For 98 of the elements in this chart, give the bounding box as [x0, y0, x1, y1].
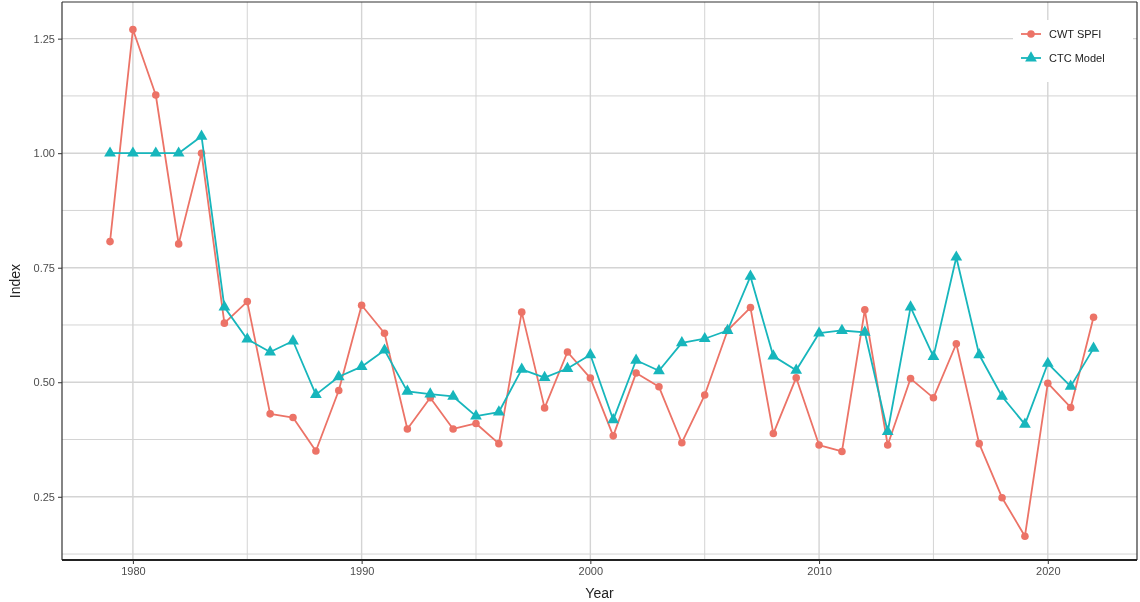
point: [312, 447, 320, 455]
point: [698, 331, 711, 343]
point: [104, 146, 116, 157]
point: [310, 387, 322, 399]
point: [151, 91, 160, 99]
x-tick-label: 2000: [578, 564, 604, 577]
point: [492, 405, 505, 416]
point: [861, 306, 869, 314]
point: [472, 419, 480, 428]
y-tick-label: 1.00: [33, 147, 55, 160]
point: [149, 146, 162, 157]
point: [792, 373, 800, 382]
point: [858, 325, 871, 336]
point: [378, 343, 391, 354]
point: [241, 332, 254, 343]
point: [403, 425, 412, 433]
point: [266, 410, 274, 418]
x-tick-label: 2010: [807, 564, 832, 577]
y-tick-label: 0.25: [33, 490, 55, 503]
point: [1064, 379, 1077, 390]
point: [538, 370, 551, 382]
point: [700, 391, 709, 399]
point: [127, 146, 139, 157]
point: [470, 409, 482, 420]
point: [287, 334, 299, 345]
point: [609, 432, 618, 440]
point: [355, 359, 368, 371]
point: [883, 441, 892, 449]
point: [1089, 313, 1098, 321]
point: [1066, 403, 1075, 412]
point: [495, 439, 503, 448]
x-axis-title: Year: [585, 585, 614, 601]
point: [517, 308, 526, 316]
point: [129, 25, 137, 34]
point: [815, 441, 823, 449]
point: [334, 386, 343, 395]
x-tick-label: 1980: [121, 564, 146, 577]
point: [1087, 341, 1100, 352]
point: [838, 447, 846, 456]
point: [744, 269, 757, 280]
point: [561, 361, 574, 372]
point: [607, 413, 620, 424]
point: [515, 362, 528, 373]
point: [813, 326, 825, 337]
point: [106, 237, 114, 246]
point: [584, 347, 597, 359]
point: [586, 374, 595, 382]
point: [563, 348, 572, 356]
point: [630, 353, 642, 364]
point: [973, 347, 986, 359]
point: [675, 336, 688, 347]
point: [952, 339, 961, 348]
point: [424, 387, 437, 398]
point: [678, 438, 686, 447]
point: [929, 394, 938, 402]
point: [380, 329, 389, 337]
y-tick-label: 0.50: [33, 376, 55, 389]
legend-label: CWT SPFI: [1049, 28, 1102, 40]
y-tick-label: 0.75: [33, 261, 55, 274]
point: [881, 424, 894, 436]
point: [243, 297, 252, 306]
point: [998, 493, 1006, 502]
legend-label: CTC Model: [1049, 52, 1105, 64]
point: [975, 439, 983, 448]
point: [927, 349, 940, 360]
point: [1041, 356, 1054, 367]
point: [653, 364, 665, 375]
point: [767, 349, 780, 360]
point: [996, 389, 1008, 400]
point: [1019, 417, 1031, 428]
point: [174, 240, 183, 248]
point: [357, 301, 366, 310]
point: [401, 384, 414, 395]
point: [1044, 379, 1052, 387]
point: [950, 250, 963, 261]
point: [746, 303, 755, 312]
point: [769, 429, 778, 438]
point: [906, 374, 915, 383]
point: [904, 300, 917, 311]
x-tick-label: 1990: [349, 564, 375, 577]
point: [220, 319, 229, 327]
point: [195, 129, 208, 140]
point: [172, 146, 185, 157]
point: [332, 369, 345, 381]
point: [540, 404, 549, 412]
point: [289, 413, 297, 422]
point: [836, 323, 848, 334]
y-tick-label: 1.25: [33, 32, 55, 45]
point: [264, 345, 277, 356]
point: [655, 383, 663, 391]
point: [1021, 532, 1029, 540]
point: [449, 425, 457, 433]
point: [218, 300, 231, 311]
y-axis-title: Index: [7, 263, 23, 299]
point: [790, 363, 803, 374]
point: [447, 389, 459, 400]
x-tick-label: 2020: [1036, 564, 1061, 577]
point: [632, 369, 640, 377]
